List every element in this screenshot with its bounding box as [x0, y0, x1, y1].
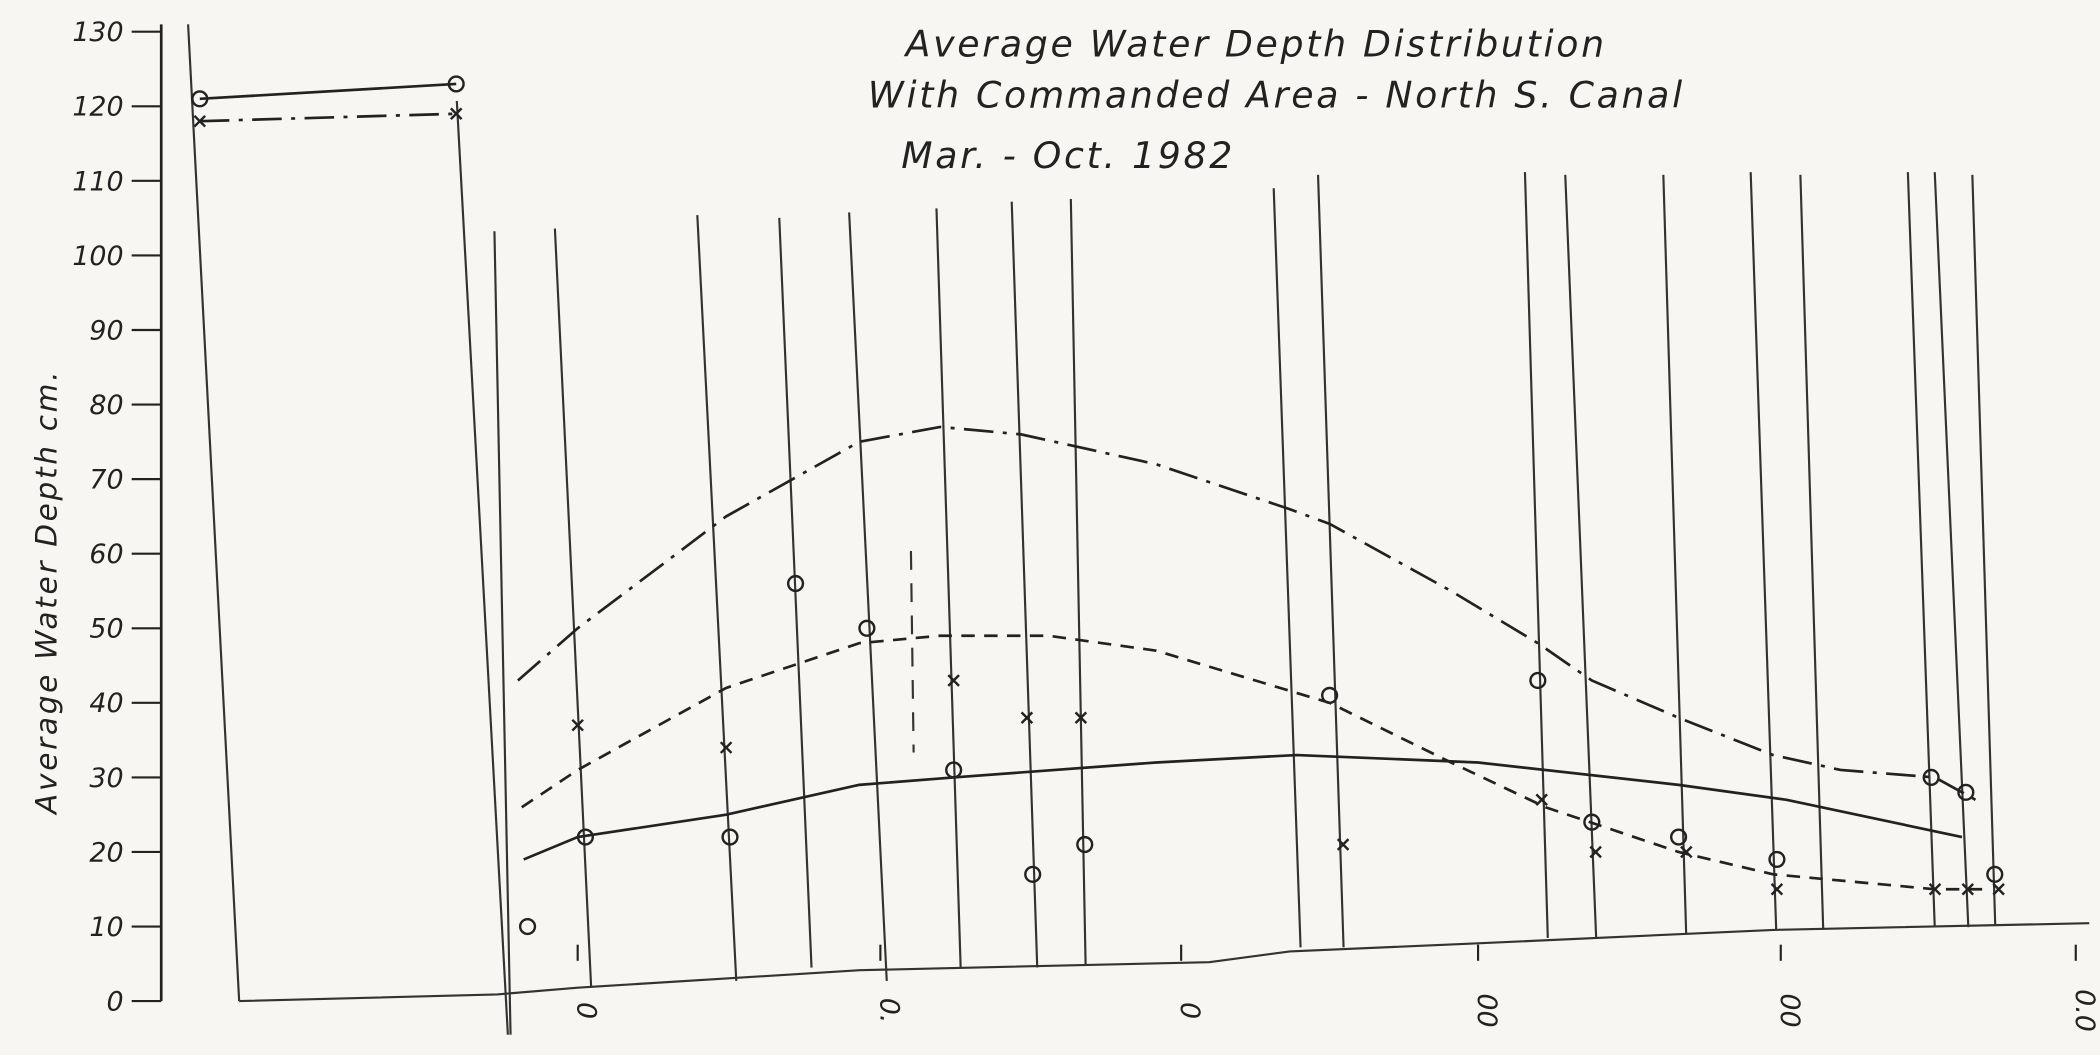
y-tick-label: 120	[72, 92, 123, 123]
station-line	[1272, 188, 1302, 948]
point-marker	[1529, 671, 1547, 690]
x-tick-label: 0.0	[2069, 989, 2100, 1032]
point-marker	[1928, 883, 1942, 896]
point-marker	[719, 741, 733, 754]
point-marker	[449, 107, 463, 120]
station-line	[187, 24, 241, 1002]
point-marker	[1770, 883, 1784, 896]
point-marker	[1957, 783, 1975, 801]
point-marker	[576, 828, 594, 846]
y-tick-label: 80	[89, 390, 123, 421]
station-line	[696, 215, 738, 982]
x-tick-label: 0	[1174, 1002, 1205, 1019]
station-line	[1010, 201, 1039, 968]
y-tick-label: 0	[107, 987, 124, 1018]
y-tick-label: 20	[89, 837, 123, 868]
station-line	[1799, 174, 1825, 930]
point-marker	[1992, 883, 2005, 896]
station-line	[493, 231, 512, 1035]
series-line	[199, 82, 457, 101]
station-line	[1564, 174, 1598, 939]
station-line	[909, 550, 915, 753]
y-tick-label: 40	[89, 688, 123, 719]
station-line	[455, 100, 509, 1035]
chart-title: Average Water Depth Distribution	[904, 23, 1607, 66]
y-tick-label: 130	[72, 17, 123, 48]
station-line	[1906, 172, 1936, 928]
point-marker	[1321, 686, 1339, 704]
point-marker	[1535, 793, 1548, 807]
x-tick-label: 0	[571, 1002, 602, 1019]
station-line	[1316, 174, 1345, 948]
point-marker	[947, 674, 960, 687]
point-marker	[1589, 845, 1602, 859]
series-line	[523, 753, 1963, 861]
point-marker	[1074, 711, 1088, 724]
chart-title: Mar. - Oct. 1982	[901, 134, 1235, 177]
y-tick-label: 70	[89, 465, 123, 496]
x-tick-label: 0.	[873, 998, 904, 1024]
point-marker	[1076, 835, 1094, 854]
station-line	[1971, 174, 1997, 925]
point-marker	[571, 718, 584, 732]
ground-line	[239, 922, 2090, 1003]
station-line	[1523, 172, 1549, 938]
point-marker	[1961, 883, 1975, 896]
y-tick-label: 90	[89, 315, 123, 346]
point-marker	[191, 90, 209, 108]
point-marker	[1583, 813, 1601, 831]
station-line	[1933, 172, 1970, 928]
chart-title: With Commanded Area - North S. Canal	[868, 74, 1685, 117]
station-line	[1662, 174, 1688, 934]
point-marker	[1680, 845, 1693, 859]
y-tick-label: 50	[89, 614, 123, 645]
point-marker	[518, 917, 537, 936]
station-line	[1749, 172, 1778, 930]
station-line	[935, 208, 962, 968]
x-tick-label: 00	[1471, 993, 1502, 1027]
point-marker	[193, 114, 207, 128]
station-line	[848, 212, 888, 982]
y-axis-label: Average Water Depth cm.	[29, 369, 63, 816]
y-tick-label: 10	[89, 912, 123, 943]
y-tick-label: 100	[72, 241, 123, 272]
series-line	[521, 634, 1989, 891]
point-marker	[1024, 865, 1042, 883]
station-line	[778, 217, 813, 968]
x-tick-label: 00	[1774, 993, 1805, 1027]
station-line	[553, 228, 593, 988]
point-marker	[1986, 865, 2004, 883]
y-tick-label: 30	[89, 763, 123, 794]
y-tick-label: 110	[72, 166, 123, 197]
series-line	[199, 112, 457, 123]
series-line	[517, 425, 1977, 801]
y-tick-label: 60	[89, 539, 123, 570]
point-marker	[1669, 828, 1688, 846]
point-marker	[721, 828, 739, 846]
point-marker	[447, 75, 465, 93]
point-marker	[1922, 768, 1940, 787]
point-marker	[945, 761, 963, 779]
point-marker	[1336, 838, 1350, 851]
point-marker	[1020, 711, 1034, 724]
point-marker	[1768, 850, 1786, 869]
point-marker	[786, 574, 805, 593]
point-marker	[858, 619, 876, 637]
